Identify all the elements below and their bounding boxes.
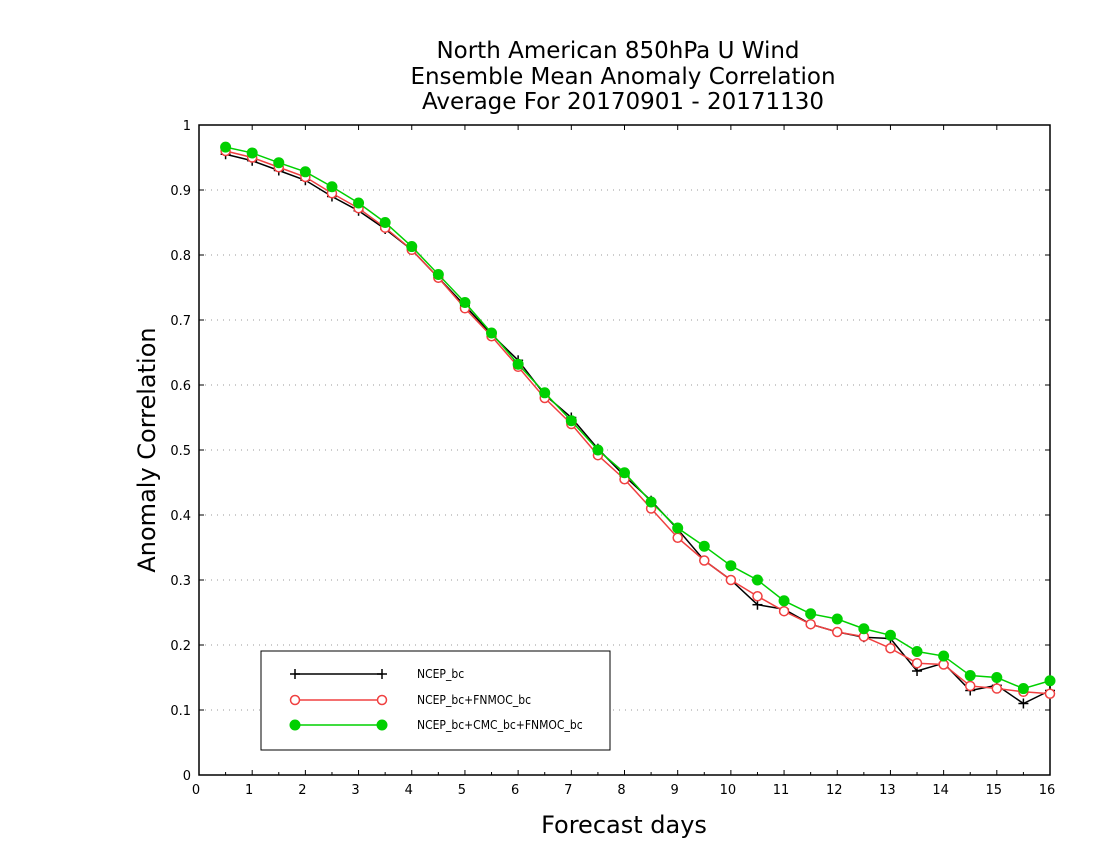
legend-marker bbox=[289, 694, 301, 706]
y-tick-label: 0 bbox=[183, 769, 191, 784]
x-tick-label: 14 bbox=[932, 783, 949, 798]
x-tick-label: 2 bbox=[298, 783, 306, 798]
x-tick-label: 6 bbox=[511, 783, 519, 798]
data-point bbox=[246, 147, 258, 159]
y-tick-label: 1 bbox=[183, 119, 191, 134]
data-point bbox=[858, 623, 870, 635]
data-point bbox=[565, 415, 577, 427]
data-point bbox=[353, 197, 365, 209]
legend-entry-3: NCEP_bc+CMC_bc+FNMOC_bc bbox=[289, 718, 583, 732]
x-tick-label: 8 bbox=[617, 783, 625, 798]
x-tick-label: 12 bbox=[826, 783, 843, 798]
x-axis-label: Forecast days bbox=[541, 811, 707, 839]
data-point bbox=[699, 555, 710, 566]
x-tick-label: 0 bbox=[192, 783, 200, 798]
series-3 bbox=[220, 141, 1056, 695]
data-point bbox=[725, 560, 737, 572]
x-tick-label: 16 bbox=[1039, 783, 1056, 798]
chart-title-line-2: Ensemble Mean Anomaly Correlation bbox=[410, 64, 835, 90]
data-point bbox=[273, 157, 285, 169]
data-point bbox=[778, 595, 790, 607]
legend-marker bbox=[376, 719, 388, 731]
x-tick-label: 4 bbox=[405, 783, 413, 798]
data-point bbox=[619, 467, 630, 479]
y-tick-label: 0.6 bbox=[170, 379, 191, 394]
y-tick-label: 0.4 bbox=[170, 509, 191, 524]
legend-marker bbox=[377, 669, 387, 679]
legend: NCEP_bc NCEP_bc+FNMOC_bc NCEP_bc+CMC_bc+FN… bbox=[260, 650, 611, 751]
y-axis-label: Anomaly Correlation bbox=[133, 327, 161, 572]
tick-labels: 0 1 2 3 4 5 6 7 8 9 10 11 12 13 14 15 1600.10.20.30.40.5… bbox=[170, 119, 1055, 798]
legend-marker bbox=[289, 719, 301, 731]
y-tick-label: 0.5 bbox=[170, 444, 191, 459]
data-point bbox=[698, 540, 710, 552]
data-point bbox=[964, 680, 976, 692]
legend-entry-2: NCEP_bc+FNMOC_bc bbox=[289, 693, 531, 707]
data-point bbox=[672, 522, 684, 534]
x-tick-label: 9 bbox=[671, 783, 679, 798]
data-point bbox=[991, 683, 1003, 694]
data-point bbox=[539, 387, 551, 399]
data-point bbox=[805, 608, 817, 620]
x-tick-label: 5 bbox=[458, 783, 466, 798]
legend-marker bbox=[376, 694, 388, 706]
data-point bbox=[885, 643, 896, 654]
x-tick-label: 10 bbox=[720, 783, 737, 798]
data-point bbox=[991, 672, 1003, 683]
x-tick-label: 3 bbox=[351, 783, 359, 798]
legend-marker bbox=[290, 669, 300, 679]
data-point bbox=[672, 532, 683, 543]
data-point bbox=[1044, 688, 1056, 699]
data-point bbox=[751, 574, 763, 586]
data-point bbox=[592, 444, 604, 456]
data-point bbox=[326, 181, 338, 193]
y-tick-label: 0.8 bbox=[170, 249, 191, 264]
legend-label: NCEP_bc bbox=[417, 667, 464, 681]
x-tick-label: 11 bbox=[773, 783, 790, 798]
y-tick-label: 0.9 bbox=[170, 184, 191, 199]
y-tick-label: 0.2 bbox=[170, 639, 191, 654]
x-tick-label: 13 bbox=[879, 783, 896, 798]
data-point bbox=[645, 496, 657, 508]
data-point bbox=[459, 296, 471, 308]
data-point bbox=[778, 605, 790, 617]
data-point bbox=[832, 626, 843, 638]
data-point bbox=[486, 327, 498, 339]
data-point bbox=[220, 141, 232, 153]
data-point bbox=[805, 618, 816, 630]
data-point bbox=[831, 613, 843, 625]
x-tick-label: 15 bbox=[986, 783, 1003, 798]
data-point bbox=[884, 629, 896, 641]
x-tick-label: 7 bbox=[564, 783, 572, 798]
data-point bbox=[1018, 698, 1029, 709]
data-point bbox=[911, 646, 923, 657]
legend-label: NCEP_bc+CMC_bc+FNMOC_bc bbox=[417, 718, 583, 732]
data-point bbox=[432, 269, 444, 280]
data-point bbox=[938, 650, 950, 662]
x-tick-label: 1 bbox=[245, 783, 253, 798]
data-series bbox=[220, 141, 1056, 709]
data-point bbox=[406, 241, 418, 253]
data-point bbox=[964, 670, 976, 682]
legend-label: NCEP_bc+FNMOC_bc bbox=[417, 693, 531, 707]
chart-title-line-1: North American 850hPa U Wind bbox=[436, 38, 799, 64]
y-tick-label: 0.3 bbox=[170, 574, 191, 589]
data-point bbox=[1017, 683, 1029, 695]
data-point bbox=[725, 574, 737, 586]
data-point bbox=[379, 217, 391, 228]
data-point bbox=[911, 657, 923, 669]
axes bbox=[198, 124, 1051, 776]
y-tick-label: 0.1 bbox=[170, 704, 191, 719]
legend-entry-1: NCEP_bc bbox=[290, 667, 464, 681]
chart-title-line-3: Average For 20170901 - 20171130 bbox=[422, 89, 824, 115]
data-point bbox=[752, 591, 763, 602]
data-point bbox=[1044, 675, 1056, 687]
y-tick-label: 0.7 bbox=[170, 314, 191, 329]
data-point bbox=[299, 166, 311, 178]
data-point bbox=[512, 358, 524, 370]
